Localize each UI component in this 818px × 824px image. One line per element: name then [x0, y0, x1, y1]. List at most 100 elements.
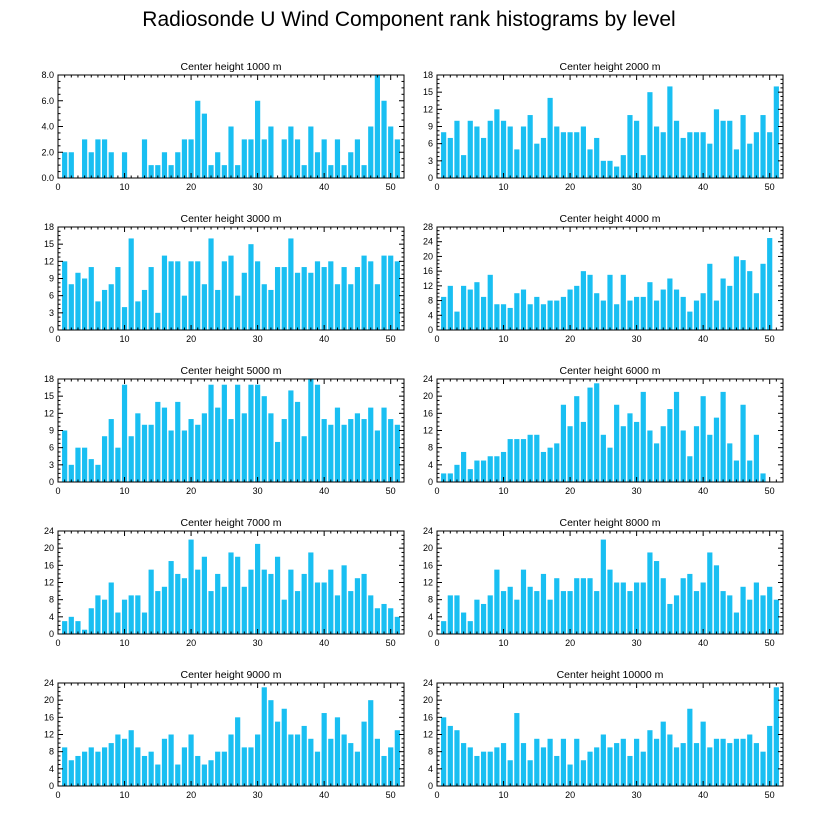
bar — [634, 582, 640, 634]
bar — [520, 569, 527, 635]
bar — [647, 730, 653, 786]
bar — [148, 751, 154, 786]
bar — [647, 92, 653, 178]
bar — [773, 86, 779, 178]
bar — [733, 256, 740, 330]
bar — [760, 115, 766, 178]
bar — [587, 387, 593, 482]
bar — [514, 439, 520, 482]
bar — [235, 384, 241, 482]
panel-title: Center height 5000 m — [181, 365, 282, 377]
bar — [95, 139, 101, 179]
bar — [328, 738, 334, 786]
bar — [368, 595, 374, 635]
bar — [494, 304, 500, 330]
bar — [733, 460, 740, 482]
bar — [288, 126, 294, 178]
bar — [707, 552, 713, 634]
bar — [600, 160, 606, 178]
bar — [75, 621, 81, 635]
bar — [314, 384, 321, 482]
y-tick-label: 24 — [423, 374, 433, 384]
bar — [740, 115, 746, 178]
bar — [441, 296, 447, 330]
bar — [75, 755, 81, 786]
bar — [374, 430, 380, 482]
bar — [507, 126, 513, 178]
bar — [620, 738, 626, 786]
bar — [627, 300, 633, 330]
bar — [547, 447, 553, 482]
bar — [108, 419, 114, 482]
bar — [62, 621, 68, 635]
bar — [354, 139, 361, 179]
bar — [88, 608, 94, 634]
bar — [308, 272, 314, 330]
bar — [514, 293, 520, 330]
bar — [620, 426, 626, 482]
bar — [321, 582, 327, 634]
bar — [82, 751, 88, 786]
bar — [215, 152, 221, 178]
bar — [487, 595, 493, 635]
bar — [687, 708, 693, 786]
bar — [720, 391, 726, 483]
y-tick-label: 9 — [428, 122, 433, 132]
bar — [161, 255, 168, 330]
panel-8: Center height 8000 m 0 10 20 30 40 50 0 4 8 12 16 20… — [423, 517, 784, 648]
bar — [155, 591, 161, 634]
bar — [148, 569, 154, 635]
bar — [461, 155, 467, 178]
bar — [288, 569, 294, 635]
bar — [95, 464, 101, 482]
bar — [388, 126, 394, 178]
y-tick-label: 12 — [423, 578, 433, 588]
bar — [348, 284, 354, 330]
bar — [248, 139, 254, 179]
bar — [294, 272, 301, 330]
bar — [215, 289, 221, 330]
bar — [161, 586, 168, 634]
bar — [660, 289, 666, 330]
bar — [161, 738, 168, 786]
bar — [540, 137, 547, 178]
bar — [235, 717, 241, 786]
bar — [480, 603, 487, 634]
y-tick-label: 15 — [423, 87, 433, 97]
bar — [727, 443, 733, 483]
x-tick-label: 20 — [565, 790, 575, 800]
bar — [248, 747, 254, 787]
y-tick-label: 6 — [49, 291, 54, 301]
bar — [574, 396, 580, 482]
bar — [594, 137, 600, 178]
x-tick-label: 0 — [434, 182, 439, 192]
y-tick-label: 16 — [423, 266, 433, 276]
bar — [201, 284, 207, 330]
bar — [527, 304, 533, 330]
bar — [241, 413, 247, 482]
bar — [68, 152, 74, 178]
bar — [328, 569, 334, 635]
bar — [308, 126, 314, 178]
bar — [208, 238, 214, 330]
x-tick-label: 30 — [253, 182, 263, 192]
bar — [507, 586, 513, 634]
bar — [288, 238, 294, 330]
x-tick-label: 0 — [55, 790, 60, 800]
x-tick-label: 0 — [434, 790, 439, 800]
x-tick-label: 40 — [698, 486, 708, 496]
bar — [361, 721, 367, 787]
bar — [753, 132, 759, 178]
bar — [720, 738, 726, 786]
bar — [241, 272, 247, 330]
bar — [374, 75, 380, 178]
bar — [580, 760, 586, 786]
bar — [95, 301, 101, 330]
bar — [514, 149, 520, 178]
y-tick-label: 15 — [44, 239, 54, 249]
bar — [168, 734, 174, 786]
bar — [215, 751, 221, 786]
bar — [188, 419, 194, 482]
bar — [155, 312, 161, 330]
bar — [447, 473, 453, 482]
